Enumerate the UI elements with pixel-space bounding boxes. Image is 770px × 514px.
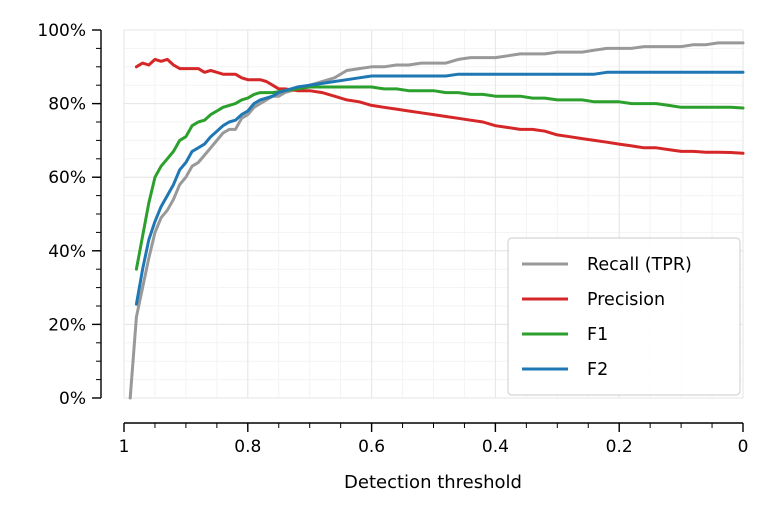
legend-label-recall-tpr: Recall (TPR) <box>587 255 692 275</box>
series-line-precision <box>134 57 745 155</box>
legend-label-f1: F1 <box>587 325 608 345</box>
x-axis-ticks: 1 0.8 0.6 0.4 0.2 0 <box>119 423 749 457</box>
x-tick-label: 0.4 <box>482 437 509 457</box>
legend-box <box>507 237 741 396</box>
x-tick-label: 0.8 <box>234 437 261 457</box>
x-tick-label: 0.6 <box>358 437 385 457</box>
x-tick-label: 1 <box>119 437 130 457</box>
y-tick-label: 100% <box>37 21 86 41</box>
y-tick-label: 0% <box>59 389 86 409</box>
legend-label-f2: F2 <box>587 360 608 380</box>
x-tick-label: 0.2 <box>606 437 633 457</box>
legend: Recall (TPR) Precision F1 F2 <box>507 237 741 396</box>
y-tick-label: 80% <box>48 95 86 115</box>
series-lines <box>128 41 745 400</box>
legend-label-precision: Precision <box>587 290 665 310</box>
series-line-recall-tpr <box>128 41 745 400</box>
y-axis-ticks: 0% 20% 40% 60% 80% 100% <box>37 21 101 409</box>
y-tick-label: 40% <box>48 242 86 262</box>
x-tick-label: 0 <box>738 437 749 457</box>
series-line-f1 <box>134 85 745 271</box>
series-line-f2 <box>134 70 745 306</box>
x-axis-label: Detection threshold <box>344 472 522 493</box>
y-tick-label: 20% <box>48 315 86 335</box>
y-tick-label: 60% <box>48 168 86 188</box>
